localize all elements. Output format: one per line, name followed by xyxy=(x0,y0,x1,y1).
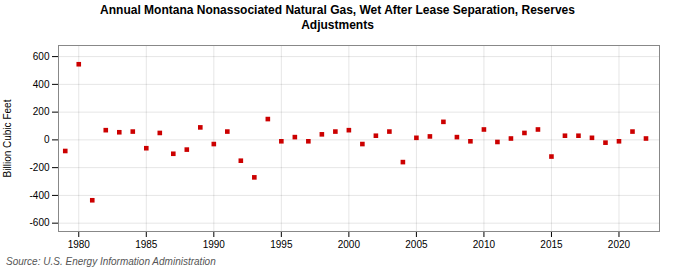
svg-text:2000: 2000 xyxy=(338,239,361,250)
svg-text:Billion Cubic Feet: Billion Cubic Feet xyxy=(2,99,13,177)
html-text:Annual Montana Nonassociated N: Annual Montana Nonassociated Natural Gas… xyxy=(100,3,575,32)
html-text:Source: U.S. Energy Informatio: Source: U.S. Energy Information Administ… xyxy=(6,256,216,267)
svg-text:400: 400 xyxy=(33,79,50,90)
svg-text:1990: 1990 xyxy=(203,239,226,250)
svg-text:2010: 2010 xyxy=(473,239,496,250)
svg-text:1985: 1985 xyxy=(135,239,158,250)
svg-text:1980: 1980 xyxy=(68,239,91,250)
svg-text:-200: -200 xyxy=(29,162,49,173)
svg-text:2020: 2020 xyxy=(608,239,631,250)
svg-text:600: 600 xyxy=(33,51,50,62)
svg-text:-400: -400 xyxy=(29,190,49,201)
svg-text:2015: 2015 xyxy=(540,239,563,250)
svg-text:0: 0 xyxy=(44,134,50,145)
svg-text:1995: 1995 xyxy=(270,239,293,250)
svg-text:2005: 2005 xyxy=(405,239,428,250)
svg-text:200: 200 xyxy=(33,106,50,117)
svg-text:-600: -600 xyxy=(29,217,49,228)
